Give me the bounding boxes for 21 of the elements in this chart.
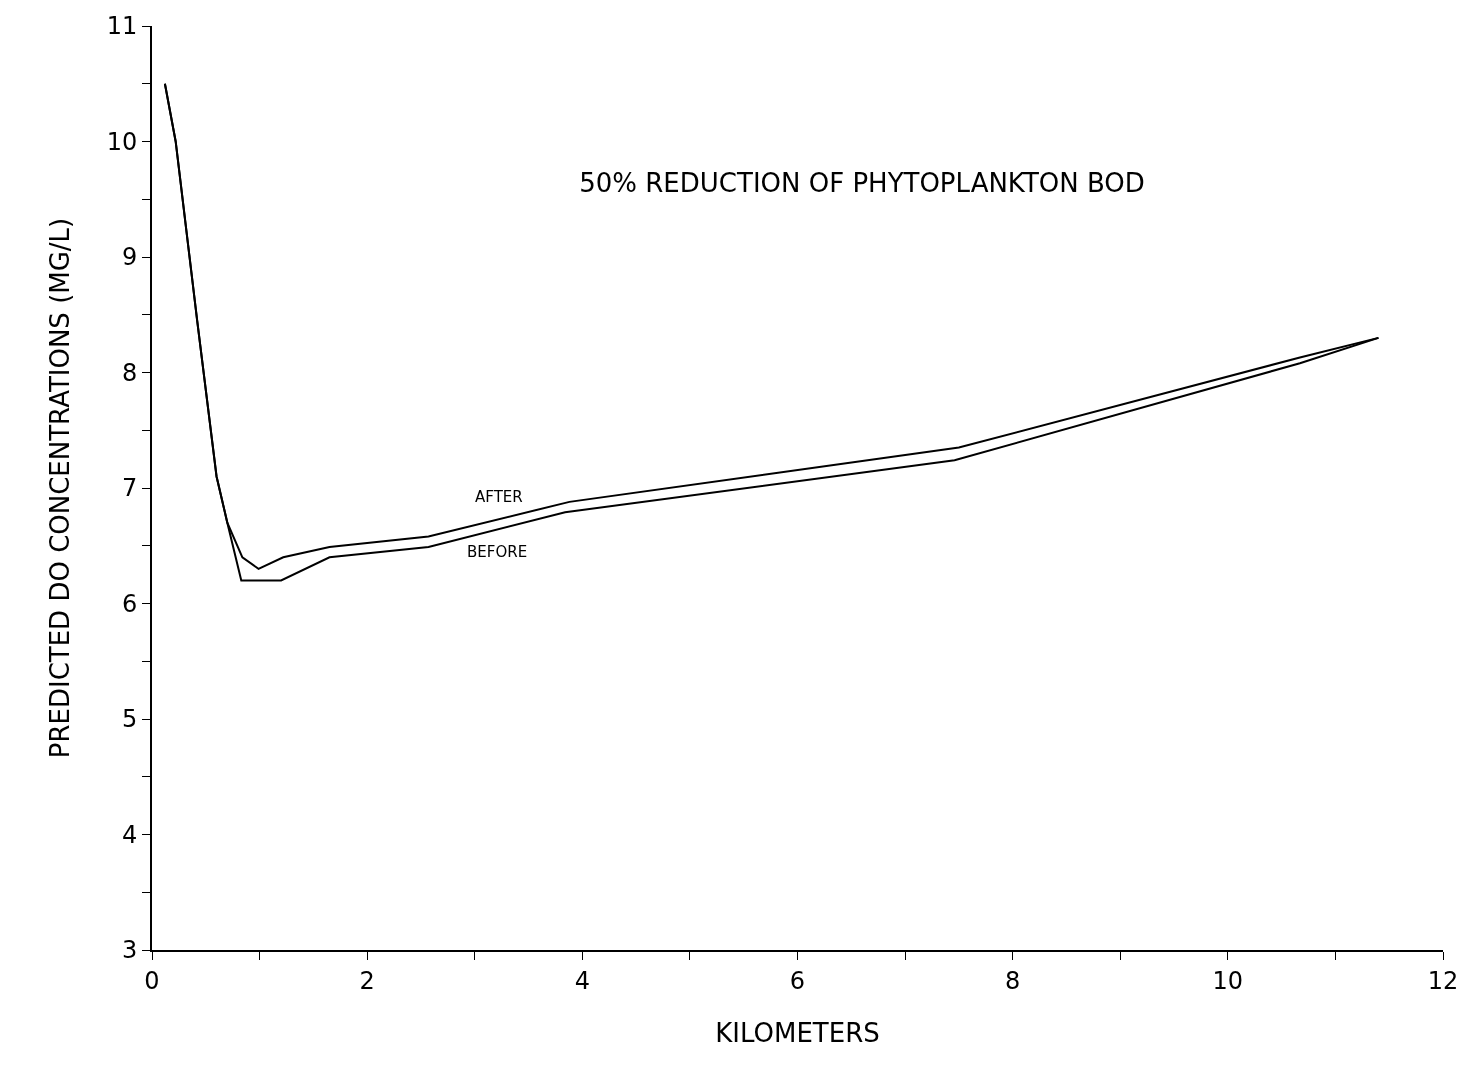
x-tick-label: 12 [1427,966,1459,995]
text: 50% REDUCTION OF PHYTOPLANKTON BOD [579,167,1145,198]
x-tick-label: 10 [1212,966,1244,995]
y-tick-label: 9 [121,243,138,272]
y-tick-label: 5 [121,705,138,734]
x-tick-label: 0 [144,966,160,995]
x-axis-title: KILOMETERS [715,1018,880,1048]
y-tick-label: 11 [106,12,138,41]
y-tick-label: 7 [121,474,138,503]
y-tick-label: 8 [121,358,138,387]
x-tick-label: 4 [574,966,590,995]
series-label: AFTER [475,488,523,506]
y-tick-label: 6 [121,589,138,618]
y-tick-label: 10 [106,127,138,156]
series-label: BEFORE [467,543,528,561]
x-tick-label: 8 [1005,966,1021,995]
x-tick-label: 2 [359,966,375,995]
x-tick-label: 6 [789,966,806,995]
y-axis-title: PREDICTED DO CONCENTRATIONS (MG/L) [44,217,75,759]
y-tick-label: 4 [121,820,138,849]
y-tick-label: 3 [121,936,138,965]
